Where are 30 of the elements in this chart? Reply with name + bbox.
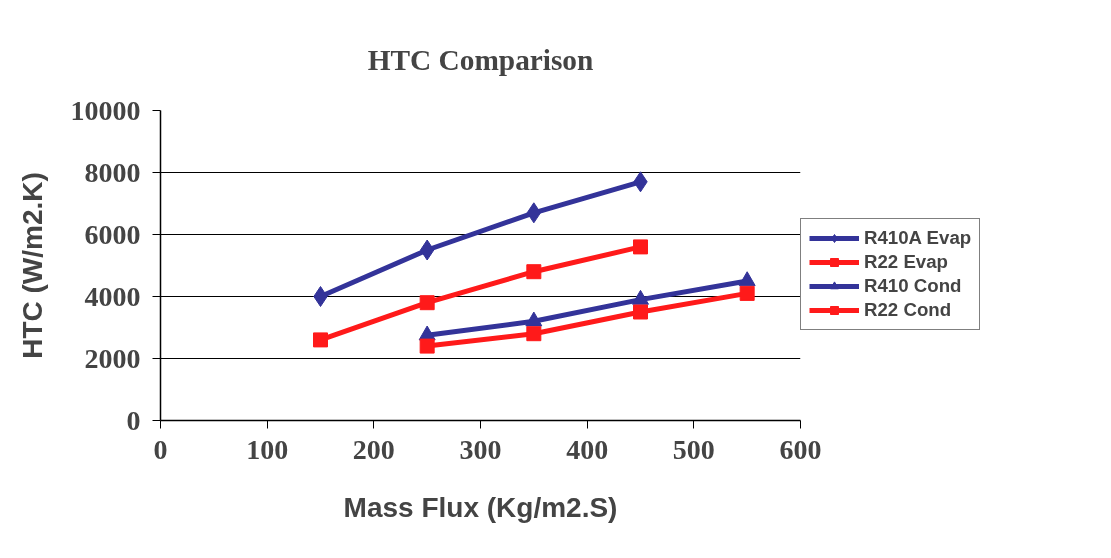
y-axis-title: HTC (W/m2.K) <box>16 172 48 359</box>
x-tick-label: 200 <box>352 433 395 465</box>
legend-label: R22 Evap <box>864 251 948 273</box>
legend-label: R22 Cond <box>864 299 952 321</box>
x-tick-label: 0 <box>153 433 168 465</box>
chart-title: HTC Comparison <box>367 43 594 76</box>
y-tick-label: 6000 <box>84 218 141 250</box>
x-tick-label: 300 <box>459 433 502 465</box>
point <box>526 264 542 280</box>
point <box>739 285 755 301</box>
point <box>738 271 756 287</box>
legend-label: R410 Cond <box>864 275 962 297</box>
x-tick-label: 600 <box>779 433 822 465</box>
point <box>313 332 328 348</box>
x-tick-label: 400 <box>566 433 609 465</box>
point <box>419 295 435 311</box>
point <box>313 286 328 307</box>
legend-label: R410A Evap <box>864 227 972 249</box>
x-tick-label: 100 <box>246 433 289 465</box>
point <box>633 239 648 255</box>
x-tick-label: 500 <box>672 433 715 465</box>
point <box>633 304 648 320</box>
point <box>526 326 542 342</box>
x-axis-title: Mass Flux (Kg/m2.S) <box>343 491 618 523</box>
y-tick-label: 8000 <box>84 156 141 188</box>
y-tick-label: 4000 <box>84 280 141 312</box>
y-tick-label: 2000 <box>84 342 141 374</box>
y-tick-label: 10000 <box>70 94 141 126</box>
point <box>419 338 435 354</box>
y-tick-label: 0 <box>126 404 141 436</box>
